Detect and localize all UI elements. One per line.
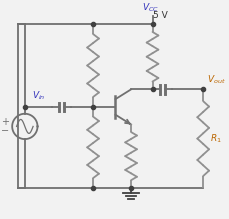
Text: $V_{in}$: $V_{in}$ (32, 90, 46, 102)
Text: −: − (1, 126, 9, 136)
Text: $V_{out}$: $V_{out}$ (206, 74, 225, 87)
Text: $R_1$: $R_1$ (209, 132, 221, 145)
Text: $V_{CC}$: $V_{CC}$ (142, 2, 158, 14)
Text: 5 V: 5 V (153, 11, 167, 20)
Text: +: + (1, 117, 9, 127)
